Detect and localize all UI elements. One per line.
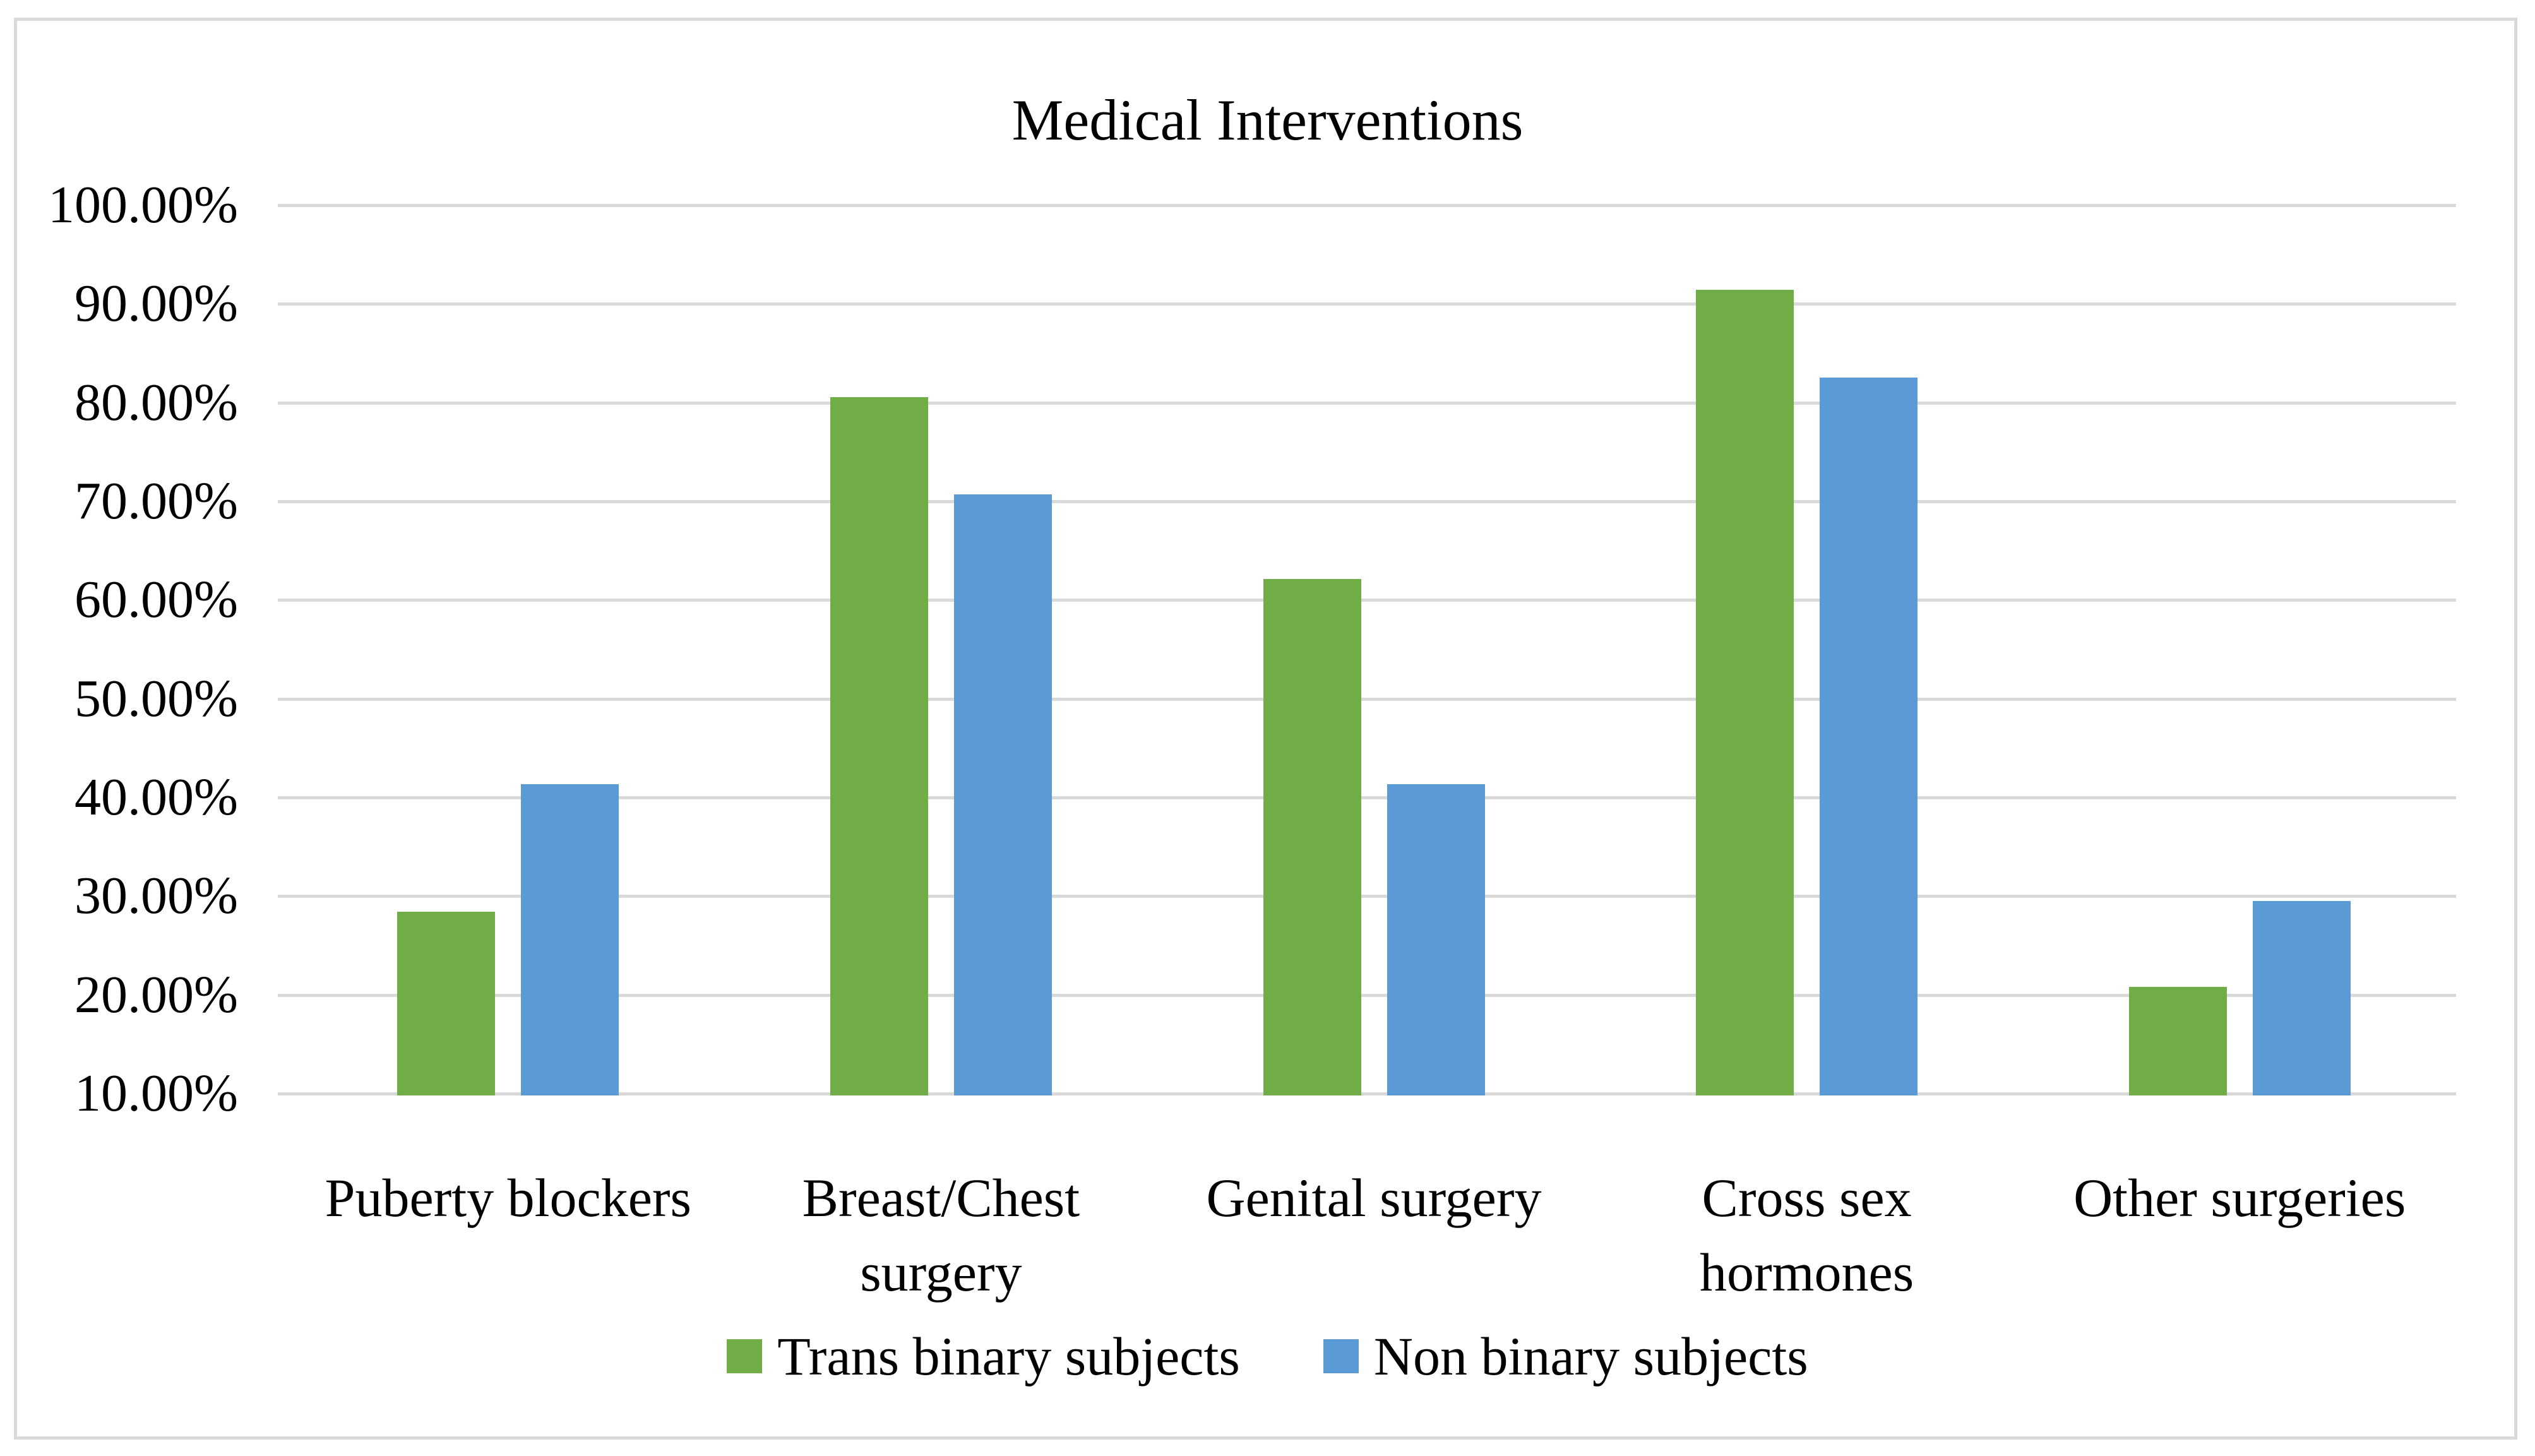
- x-axis-category-label-line: Cross sex: [1702, 1167, 1912, 1228]
- legend: Trans binary subjects Non binary subjects: [0, 1323, 2535, 1389]
- y-tick-label: 50.00%: [75, 669, 238, 728]
- x-axis-category-label-line: Other surgeries: [2073, 1167, 2406, 1228]
- legend-color-swatch: [727, 1339, 763, 1373]
- gridline: [278, 302, 2456, 306]
- gridline: [278, 500, 2456, 503]
- bar: [521, 784, 619, 1095]
- bar: [1820, 378, 1918, 1095]
- x-axis-category-label-line: Genital surgery: [1206, 1167, 1542, 1228]
- bar: [830, 397, 928, 1095]
- gridline: [278, 895, 2456, 898]
- y-tick-label: 40.00%: [75, 768, 238, 826]
- legend-item: Non binary subjects: [1323, 1323, 1808, 1389]
- chart-border: [14, 18, 2517, 1440]
- x-axis-category-label-line: hormones: [1700, 1242, 1914, 1303]
- x-axis-line: [278, 1092, 2456, 1095]
- legend-item: Trans binary subjects: [727, 1323, 1240, 1389]
- bar: [2128, 986, 2227, 1095]
- y-tick-label: 70.00%: [75, 472, 238, 530]
- x-axis-category-label-line: Puberty blockers: [325, 1167, 691, 1228]
- y-tick-label: 100.00%: [48, 176, 238, 234]
- legend-label: Non binary subjects: [1373, 1326, 1808, 1387]
- y-tick-label: 10.00%: [75, 1064, 238, 1123]
- gridline: [278, 993, 2456, 997]
- y-tick-label: 30.00%: [75, 866, 238, 926]
- bar: [2252, 900, 2351, 1095]
- y-tick-label: 90.00%: [75, 274, 238, 333]
- bar: [1387, 784, 1485, 1095]
- y-tick-label: 80.00%: [75, 373, 238, 432]
- x-axis-category-label: Puberty blockers: [268, 1161, 748, 1235]
- bar: [953, 494, 1052, 1095]
- x-axis-category-label-line: surgery: [860, 1242, 1022, 1303]
- bar: [1696, 290, 1794, 1095]
- gridline: [278, 599, 2456, 602]
- bar: [1263, 579, 1361, 1095]
- legend-color-swatch: [1323, 1339, 1359, 1373]
- gridline: [278, 796, 2456, 799]
- gridline: [278, 697, 2456, 701]
- y-tick-label: 20.00%: [75, 965, 238, 1024]
- x-axis-category-label: Breast/Chest surgery: [701, 1161, 1181, 1310]
- bar: [397, 911, 496, 1095]
- gridline: [278, 204, 2456, 207]
- y-tick-label: 60.00%: [75, 570, 238, 630]
- x-axis-category-label-line: Breast/Chest: [802, 1167, 1080, 1228]
- x-axis-category-label: Cross sex hormones: [1567, 1161, 2047, 1310]
- x-axis-category-label: Genital surgery: [1134, 1161, 1614, 1235]
- x-axis-category-label: Other surgeries: [2000, 1161, 2479, 1235]
- chart-title: Medical Interventions: [1011, 88, 1524, 152]
- legend-label: Trans binary subjects: [777, 1326, 1240, 1387]
- gridline: [278, 401, 2456, 405]
